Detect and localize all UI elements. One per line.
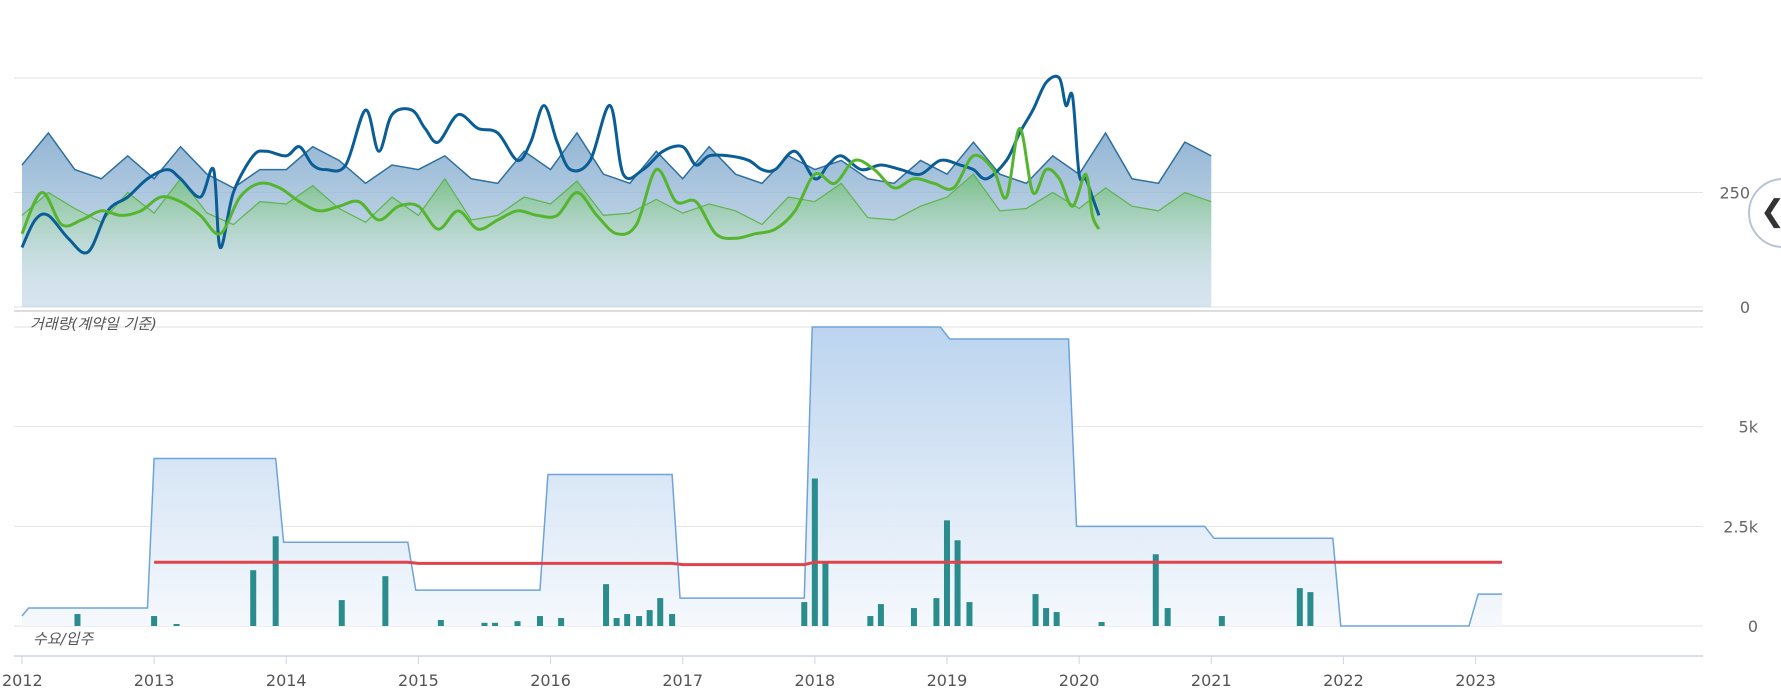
x-tick-label: 2012 (2, 671, 43, 690)
panel-title-supply: 수요/입주 (33, 630, 94, 648)
supply-area (21, 327, 1503, 626)
x-tick-label: 2022 (1323, 671, 1364, 690)
bar (173, 624, 180, 626)
bar (514, 621, 521, 626)
y-tick-label: 5k (1739, 418, 1759, 437)
x-tick-label: 2019 (927, 671, 968, 690)
bar (1296, 588, 1303, 626)
x-tick-label: 2020 (1059, 671, 1100, 690)
bar (250, 570, 257, 626)
bar (492, 622, 499, 626)
bar (943, 520, 950, 626)
series-line-blue (20, 74, 1101, 255)
bar (151, 616, 158, 626)
y-tick-label: 250 (1719, 184, 1750, 203)
axes: 0 250 0 2.5k 5k 2012 2013 2014 2015 2016 2017 2018 2… (2, 184, 1759, 691)
x-tick-label: 2013 (134, 671, 175, 690)
bar (657, 598, 664, 626)
bar (74, 614, 81, 626)
bar (481, 622, 488, 626)
y-tick-label: 2.5k (1723, 517, 1758, 536)
y-tick-label: 0 (1740, 298, 1750, 317)
bar (1152, 554, 1159, 626)
x-tick-label: 2023 (1455, 671, 1496, 690)
bar (636, 616, 643, 626)
x-tick-label: 2014 (266, 671, 307, 690)
x-tick-label: 2021 (1191, 671, 1232, 690)
x-tick-label: 2015 (398, 671, 439, 690)
upper-panel (20, 74, 1212, 307)
series-area-green-edge (21, 173, 1212, 226)
panel-title-volume: 거래량(계약일 기준) (30, 315, 157, 333)
bar (1307, 592, 1314, 626)
series-area-blue-edge (21, 131, 1212, 189)
bar (966, 602, 973, 626)
bar (558, 618, 565, 626)
bar (603, 584, 610, 626)
bar (811, 478, 818, 626)
bar (437, 620, 444, 626)
x-tick-label: 2016 (530, 671, 571, 690)
series-line-green (20, 126, 1101, 240)
bar (867, 616, 874, 626)
chevron-left-icon: ❮ (1760, 194, 1781, 230)
bar (382, 576, 389, 626)
demand-line (154, 560, 1502, 567)
bar (822, 562, 829, 626)
bar (877, 604, 884, 626)
bar (954, 540, 961, 626)
bar (801, 602, 808, 626)
bar (1032, 594, 1039, 626)
bar (1164, 608, 1171, 626)
series-area-green (21, 174, 1212, 307)
bar (338, 600, 345, 626)
bar (624, 614, 631, 626)
bar (669, 614, 676, 626)
bar (536, 616, 543, 626)
bar (1218, 616, 1225, 626)
y-tick-label: 0 (1748, 617, 1758, 636)
supply-area-edge (21, 326, 1502, 627)
bar (1098, 622, 1105, 626)
x-tick-label: 2017 (662, 671, 703, 690)
bar (646, 610, 653, 626)
bar (910, 608, 917, 626)
lower-panel (21, 326, 1503, 627)
bar (1053, 612, 1060, 626)
bar (933, 598, 940, 626)
x-tick-label: 2018 (794, 671, 835, 690)
bar (1043, 608, 1050, 626)
bar (613, 618, 620, 626)
bar (272, 536, 279, 626)
